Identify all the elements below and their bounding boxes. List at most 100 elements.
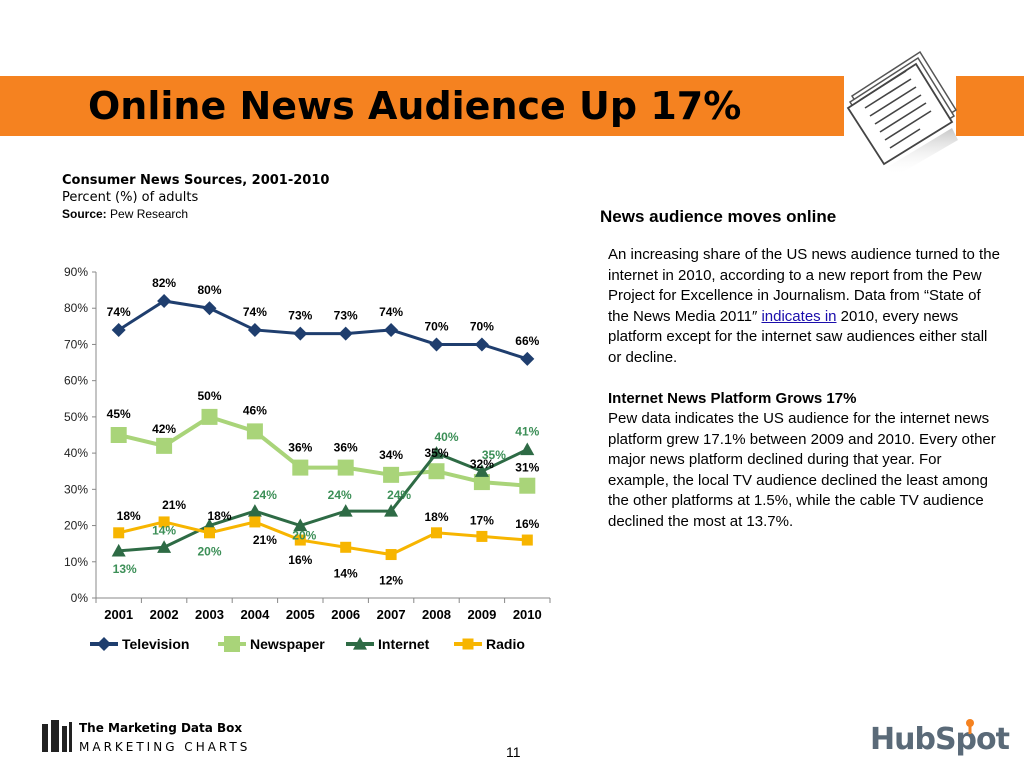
data-point	[519, 477, 536, 494]
data-point	[429, 337, 444, 352]
right-panel-text: An increasing share of the US news audie…	[608, 245, 1000, 532]
legend-label: Newspaper	[250, 636, 325, 652]
data-label: 34%	[379, 448, 403, 462]
data-point	[201, 408, 218, 425]
data-label: 50%	[197, 389, 221, 403]
data-point	[158, 516, 170, 528]
data-point	[520, 442, 535, 456]
y-tick-label: 60%	[64, 374, 88, 388]
y-tick-label: 30%	[64, 482, 88, 496]
data-point	[462, 638, 474, 650]
indicates-in-link[interactable]: indicates in	[761, 307, 837, 325]
data-label: 74%	[379, 305, 403, 319]
hubspot-sprocket-icon	[966, 719, 974, 734]
data-label: 82%	[152, 276, 176, 290]
data-label: 21%	[162, 498, 186, 512]
data-point	[97, 637, 111, 651]
slide-title: Online News Audience Up 17%	[88, 84, 742, 128]
data-label: 45%	[107, 407, 131, 421]
chart-source-block: Consumer News Sources, 2001-2010 Percent…	[62, 172, 329, 223]
data-label: 35%	[482, 448, 506, 462]
chart-source: Source: Pew Research	[62, 206, 329, 223]
legend-label: Radio	[486, 636, 525, 652]
x-tick-label: 2005	[286, 607, 315, 622]
data-label: 66%	[515, 334, 539, 348]
data-point	[338, 504, 353, 517]
data-label: 70%	[470, 319, 494, 333]
y-tick-label: 80%	[64, 301, 88, 315]
title-banner	[0, 76, 844, 136]
data-label: 36%	[288, 441, 312, 455]
data-label: 24%	[328, 488, 352, 502]
data-label: 41%	[515, 424, 539, 438]
paragraph-internet-growth: Pew data indicates the US audience for t…	[608, 410, 996, 530]
title-banner-right	[956, 76, 1024, 136]
series-line	[118, 414, 528, 488]
hubspot-logo: HubSpot	[870, 714, 1010, 764]
marketing-data-box-logo: The Marketing Data Box MARKETING CHARTS	[42, 720, 262, 760]
data-label: 24%	[387, 488, 411, 502]
data-label: 24%	[253, 488, 277, 502]
data-point	[476, 530, 488, 542]
data-point	[337, 459, 354, 476]
logo-name: The Marketing Data Box	[79, 721, 243, 735]
data-label: 46%	[243, 403, 267, 417]
y-tick-label: 70%	[64, 337, 88, 351]
data-point	[338, 326, 353, 341]
data-point	[113, 527, 125, 539]
data-point	[384, 322, 399, 337]
data-point	[293, 326, 308, 341]
data-point	[202, 301, 217, 316]
x-tick-label: 2007	[377, 607, 406, 622]
y-tick-label: 10%	[64, 555, 88, 569]
data-point	[249, 516, 261, 528]
series-line	[117, 299, 528, 361]
hubspot-logo-text: HubSpot	[870, 722, 1010, 757]
data-point	[157, 540, 172, 553]
paragraph-news-shift-end: 2010, every news platform except for the…	[608, 307, 988, 366]
logo-subtitle: MARKETING CHARTS	[79, 740, 251, 754]
x-tick-label: 2010	[513, 607, 542, 622]
data-point	[204, 527, 215, 539]
data-point	[385, 549, 397, 561]
x-tick-label: 2003	[195, 607, 224, 622]
logo-bars-icon	[42, 720, 72, 752]
data-point	[246, 423, 263, 440]
y-tick-label: 0%	[71, 591, 89, 605]
source-value: Pew Research	[110, 207, 189, 221]
data-label: 36%	[334, 441, 358, 455]
data-point	[224, 636, 240, 652]
data-point	[474, 464, 489, 477]
data-label: 12%	[379, 574, 403, 588]
news-sources-line-chart: 0% 10% 20% 30% 40% 50% 60% 70% 80% 90% 2001 2002 200…	[64, 265, 551, 652]
data-point	[428, 463, 445, 480]
source-label: Source:	[62, 207, 107, 221]
data-point	[353, 637, 367, 650]
right-panel-heading: News audience moves online	[600, 207, 837, 226]
chart-title: Consumer News Sources, 2001-2010	[62, 173, 330, 188]
data-label: 74%	[107, 305, 131, 319]
data-label: 14%	[334, 566, 358, 580]
data-label: 40%	[434, 430, 458, 444]
legend-label: Television	[122, 636, 189, 652]
data-label: 21%	[253, 533, 277, 547]
data-label: 18%	[117, 509, 141, 523]
data-label: 17%	[470, 513, 494, 527]
data-point	[247, 504, 262, 517]
data-point	[157, 293, 172, 308]
x-tick-label: 2006	[331, 607, 360, 622]
data-point	[110, 427, 127, 443]
data-point	[474, 337, 489, 352]
data-point	[292, 459, 309, 476]
data-point	[156, 437, 173, 454]
x-tick-label: 2001	[104, 607, 133, 622]
data-label: 18%	[424, 510, 448, 524]
data-label: 73%	[334, 309, 358, 323]
data-point	[520, 351, 535, 366]
internet-growth-subheading: Internet News Platform Grows 17%	[608, 389, 857, 407]
data-label: 13%	[113, 562, 137, 576]
data-label: 16%	[515, 517, 539, 531]
data-label: 32%	[470, 457, 494, 471]
data-point	[340, 541, 352, 553]
data-point	[294, 534, 306, 546]
